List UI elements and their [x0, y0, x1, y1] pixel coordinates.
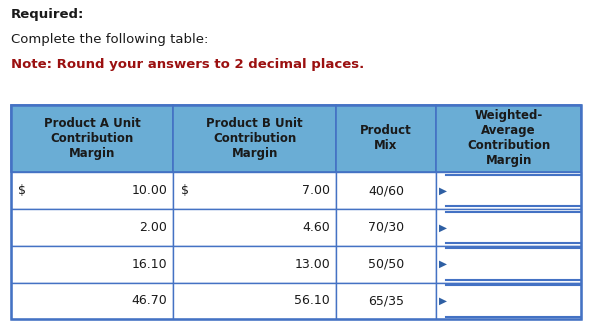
- Text: 7.00: 7.00: [302, 184, 330, 197]
- Text: 56.10: 56.10: [294, 294, 330, 307]
- Text: 65/35: 65/35: [368, 294, 404, 307]
- Text: 50/50: 50/50: [368, 258, 404, 271]
- Text: 40/60: 40/60: [368, 184, 404, 197]
- Text: Weighted-
Average
Contribution
Margin: Weighted- Average Contribution Margin: [467, 110, 550, 167]
- Text: 46.70: 46.70: [131, 294, 168, 307]
- Text: 70/30: 70/30: [368, 221, 404, 234]
- Text: Complete the following table:: Complete the following table:: [11, 33, 208, 46]
- Text: Required:: Required:: [11, 8, 84, 21]
- Text: Product A Unit
Contribution
Margin: Product A Unit Contribution Margin: [44, 117, 140, 160]
- Text: Note: Round your answers to 2 decimal places.: Note: Round your answers to 2 decimal pl…: [11, 58, 364, 71]
- Text: $: $: [181, 184, 189, 197]
- Text: 2.00: 2.00: [140, 221, 168, 234]
- Text: ▶: ▶: [439, 296, 448, 306]
- Text: 4.60: 4.60: [303, 221, 330, 234]
- Text: 16.10: 16.10: [132, 258, 168, 271]
- Text: 13.00: 13.00: [294, 258, 330, 271]
- Text: ▶: ▶: [439, 222, 448, 232]
- Text: ▶: ▶: [439, 259, 448, 269]
- Text: Product
Mix: Product Mix: [360, 124, 412, 152]
- Text: ▶: ▶: [439, 186, 448, 196]
- Text: Product B Unit
Contribution
Margin: Product B Unit Contribution Margin: [207, 117, 303, 160]
- Text: 10.00: 10.00: [131, 184, 168, 197]
- Text: $: $: [18, 184, 27, 197]
